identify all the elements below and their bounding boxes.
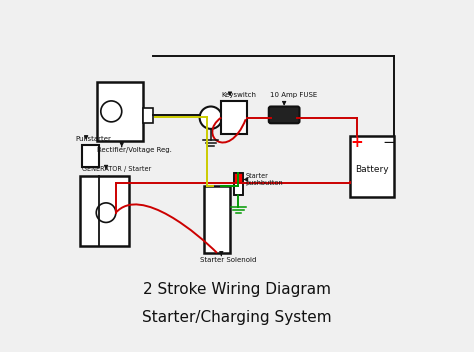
Bar — [234, 172, 243, 183]
Bar — [234, 172, 243, 195]
Circle shape — [200, 107, 222, 129]
Text: Starter/Charging System: Starter/Charging System — [142, 310, 332, 325]
Bar — [143, 108, 153, 123]
Bar — [97, 82, 143, 141]
Text: Starter Solenoid: Starter Solenoid — [201, 257, 257, 263]
Text: 10 Amp FUSE: 10 Amp FUSE — [270, 93, 318, 99]
Text: Keyswitch: Keyswitch — [221, 93, 256, 99]
Bar — [350, 136, 394, 197]
Circle shape — [101, 101, 122, 122]
Text: 2 Stroke Wiring Diagram: 2 Stroke Wiring Diagram — [143, 282, 331, 297]
Text: Starter
pushbutton: Starter pushbutton — [246, 173, 283, 186]
Text: GENERATOR / Starter: GENERATOR / Starter — [82, 166, 151, 172]
Text: Rectifier/Voltage Reg.: Rectifier/Voltage Reg. — [97, 146, 172, 152]
Text: Pullstarter: Pullstarter — [76, 136, 111, 142]
Bar — [204, 187, 230, 253]
Bar — [221, 101, 247, 134]
Text: Battery: Battery — [356, 164, 389, 174]
Bar — [82, 145, 99, 167]
Circle shape — [96, 203, 116, 222]
Bar — [80, 176, 129, 246]
FancyBboxPatch shape — [269, 107, 300, 123]
Text: −: − — [383, 134, 395, 150]
Text: +: + — [350, 134, 363, 150]
Bar — [234, 172, 243, 195]
